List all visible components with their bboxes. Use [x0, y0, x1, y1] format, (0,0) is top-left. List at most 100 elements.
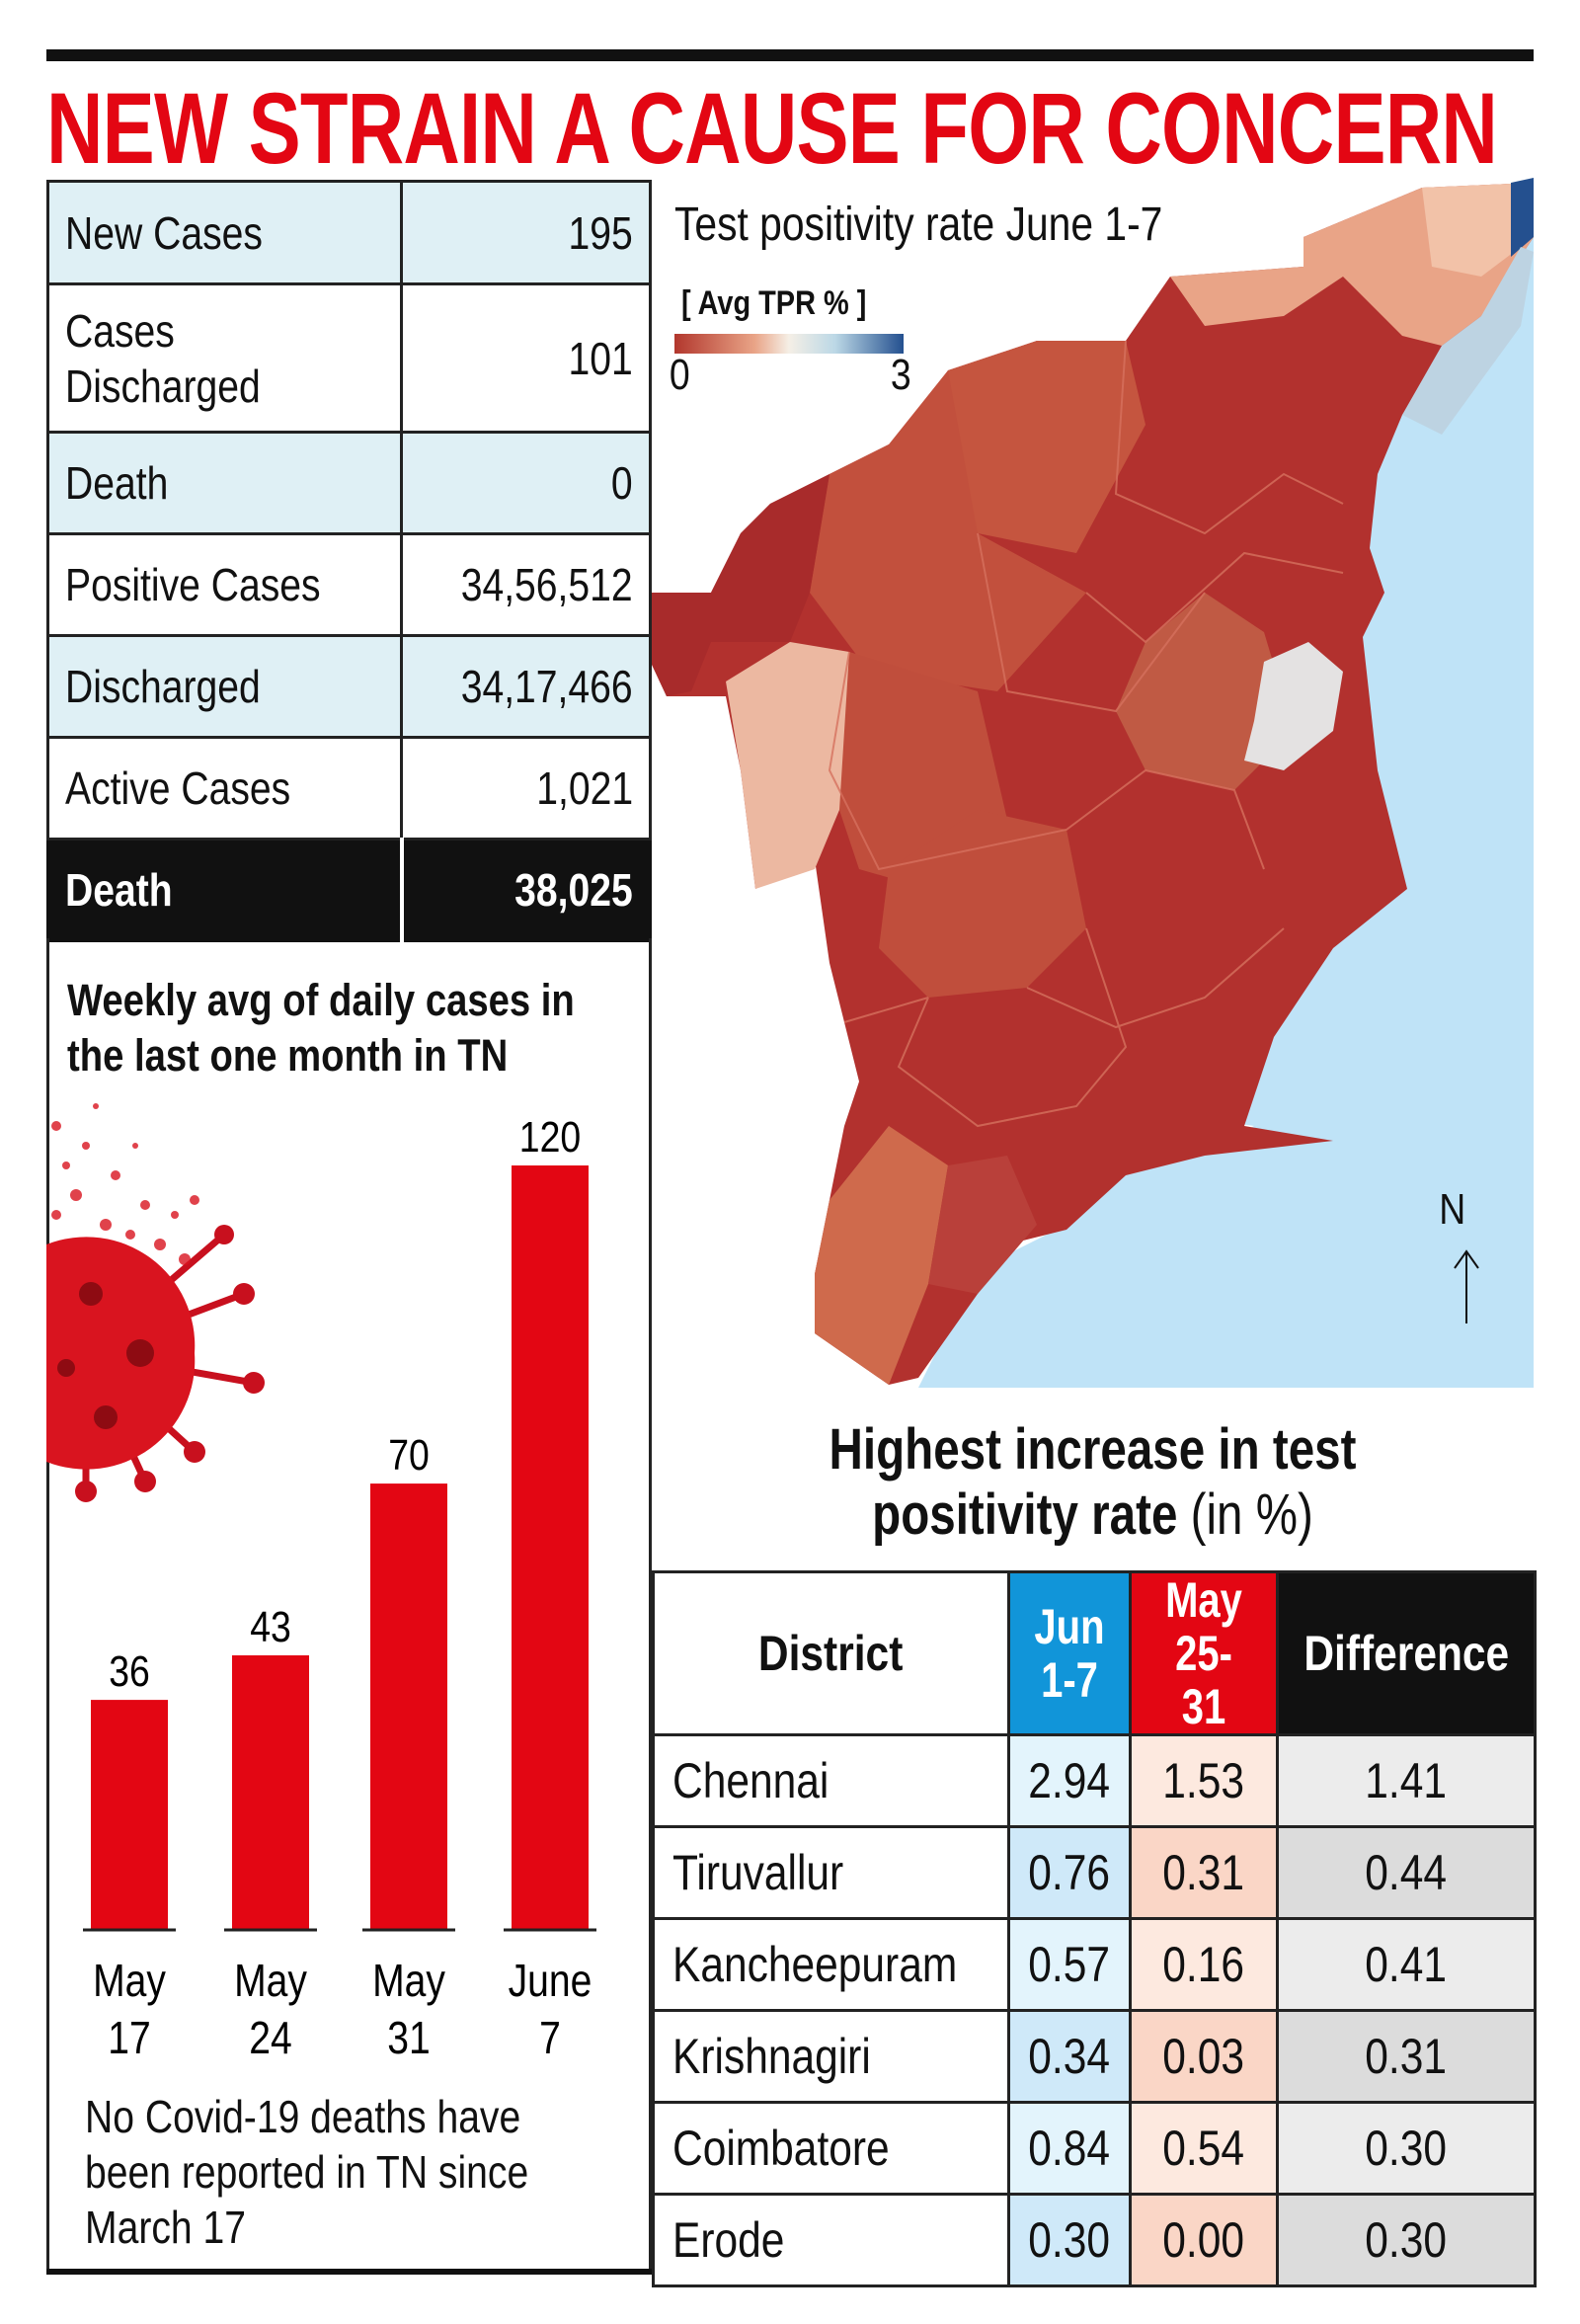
table-row: Kancheepuram 0.57 0.16 0.41	[652, 1917, 1537, 2012]
stats-row: Active Cases 1,021	[46, 736, 652, 841]
tpr-table: District Jun 1-7 May 25-31 Difference Ch…	[652, 1570, 1537, 2287]
stat-label: Discharged	[65, 661, 261, 712]
category-label: 31	[387, 2013, 430, 2064]
legend-min: 0	[669, 351, 690, 399]
cell-may: 0.00	[1129, 2193, 1279, 2287]
table-row: Krishnagiri 0.34 0.03 0.31	[652, 2009, 1537, 2104]
legend-color-scale	[674, 334, 904, 354]
category-label: May	[372, 1956, 445, 2007]
stat-value: 0	[611, 457, 633, 509]
cell-diff: 1.41	[1276, 1733, 1537, 1828]
chart-title: Weekly avg of daily cases in the last on…	[67, 975, 575, 1081]
cell-jun: 0.76	[1007, 1825, 1132, 1920]
stat-label: Cases Discharged	[65, 304, 261, 412]
stat-label: Death	[65, 864, 173, 916]
cell-diff: 0.30	[1276, 2193, 1537, 2287]
district-region	[652, 474, 830, 696]
district-region	[928, 1156, 1037, 1294]
cell-may: 0.16	[1129, 1917, 1279, 2012]
col-district: District	[652, 1570, 1010, 1736]
bar	[370, 1483, 447, 1929]
north-label: N	[1439, 1185, 1466, 1234]
cell-may: 0.03	[1129, 2009, 1279, 2104]
chart-panel	[46, 938, 652, 2274]
legend-label: [ Avg TPR % ]	[681, 284, 867, 322]
district-region-pale	[1422, 183, 1534, 277]
table-row: Erode 0.30 0.00 0.30	[652, 2193, 1537, 2287]
col-may: May 25-31	[1129, 1570, 1279, 1736]
tpr-choropleth-map	[652, 178, 1534, 1388]
cell-diff: 0.44	[1276, 1825, 1537, 1920]
cell-district: Tiruvallur	[652, 1825, 1010, 1920]
bar	[232, 1655, 309, 1929]
stat-value: 38,025	[514, 864, 633, 916]
tpr-header-row: District Jun 1-7 May 25-31 Difference	[652, 1570, 1537, 1736]
stat-label: New Cases	[65, 206, 263, 259]
stats-row: Positive Cases 34,56,512	[46, 532, 652, 637]
cell-district: Krishnagiri	[652, 2009, 1010, 2104]
cell-may: 0.31	[1129, 1825, 1279, 1920]
tpr-table-title: Highest increase in test positivity rate…	[652, 1417, 1534, 1548]
stat-value: 1,021	[536, 762, 633, 814]
cell-may: 0.54	[1129, 2101, 1279, 2196]
data-label: 43	[250, 1602, 291, 1651]
stat-value: 101	[568, 332, 633, 384]
stats-row-total-deaths: Death 38,025	[46, 838, 652, 942]
district-region	[879, 810, 1086, 998]
map-title: Test positivity rate June 1-7	[674, 199, 1163, 251]
top-rule	[46, 49, 1534, 61]
cell-district: Coimbatore	[652, 2101, 1010, 2196]
table-row: Coimbatore 0.84 0.54 0.30	[652, 2101, 1537, 2196]
tpr-title-main: Highest increase in test positivity rate	[829, 1417, 1357, 1547]
category-label: June	[509, 1956, 592, 2007]
cell-jun: 0.57	[1007, 1917, 1132, 2012]
bar	[512, 1165, 589, 1929]
stat-value: 34,56,512	[461, 559, 633, 610]
cell-jun: 0.84	[1007, 2101, 1132, 2196]
stats-table: New Cases 195 Cases Discharged 101 Death 0 …	[46, 180, 652, 942]
district-region-pale	[726, 642, 859, 889]
stat-label: Death	[65, 457, 169, 509]
sea	[918, 178, 1534, 1388]
stats-row: Death 0	[46, 431, 652, 535]
headline: NEW STRAIN A CAUSE FOR CONCERN	[46, 72, 1498, 185]
cell-jun: 0.30	[1007, 2193, 1132, 2287]
tpr-title-unit: (in %)	[1190, 1483, 1313, 1547]
bar	[91, 1700, 168, 1929]
table-row: Tiruvallur 0.76 0.31 0.44	[652, 1825, 1537, 1920]
data-label: 120	[519, 1112, 581, 1162]
legend-max: 3	[890, 351, 911, 399]
cell-may: 1.53	[1129, 1733, 1279, 1828]
stat-label: Active Cases	[65, 762, 291, 814]
district-region-chennai	[1511, 178, 1534, 257]
bar-chart: 36 May 17 43 May 24 70 May 31 120 June 7	[46, 1103, 596, 2064]
stat-value: 34,17,466	[461, 661, 633, 712]
district-region-light-blue	[1402, 247, 1534, 435]
table-row: Chennai 2.94 1.53 1.41	[652, 1733, 1537, 1828]
category-label: 24	[249, 2013, 291, 2064]
chart-footnote: No Covid-19 deaths have been reported in…	[85, 2091, 529, 2253]
cell-jun: 2.94	[1007, 1733, 1132, 1828]
stat-value: 195	[568, 206, 633, 259]
stats-row: Discharged 34,17,466	[46, 634, 652, 739]
col-jun: Jun 1-7	[1007, 1570, 1132, 1736]
category-label: 17	[108, 2013, 150, 2064]
cell-diff: 0.41	[1276, 1917, 1537, 2012]
district-region	[928, 341, 1146, 553]
stats-row: Cases Discharged 101	[46, 282, 652, 434]
cell-district: Chennai	[652, 1733, 1010, 1828]
cell-jun: 0.34	[1007, 2009, 1132, 2104]
cell-district: Kancheepuram	[652, 1917, 1010, 2012]
stats-row: New Cases 195	[46, 180, 652, 285]
virus-icon	[46, 1103, 265, 1502]
north-arrow-icon	[1454, 1249, 1479, 1323]
district-region	[810, 370, 1086, 691]
data-label: 70	[388, 1430, 430, 1480]
cell-diff: 0.31	[1276, 2009, 1537, 2104]
stat-label: Positive Cases	[65, 559, 321, 610]
district-region	[815, 1126, 948, 1385]
category-label: May	[93, 1956, 166, 2007]
data-label: 36	[109, 1646, 150, 1696]
category-label: 7	[539, 2013, 561, 2064]
cell-district: Erode	[652, 2193, 1010, 2287]
